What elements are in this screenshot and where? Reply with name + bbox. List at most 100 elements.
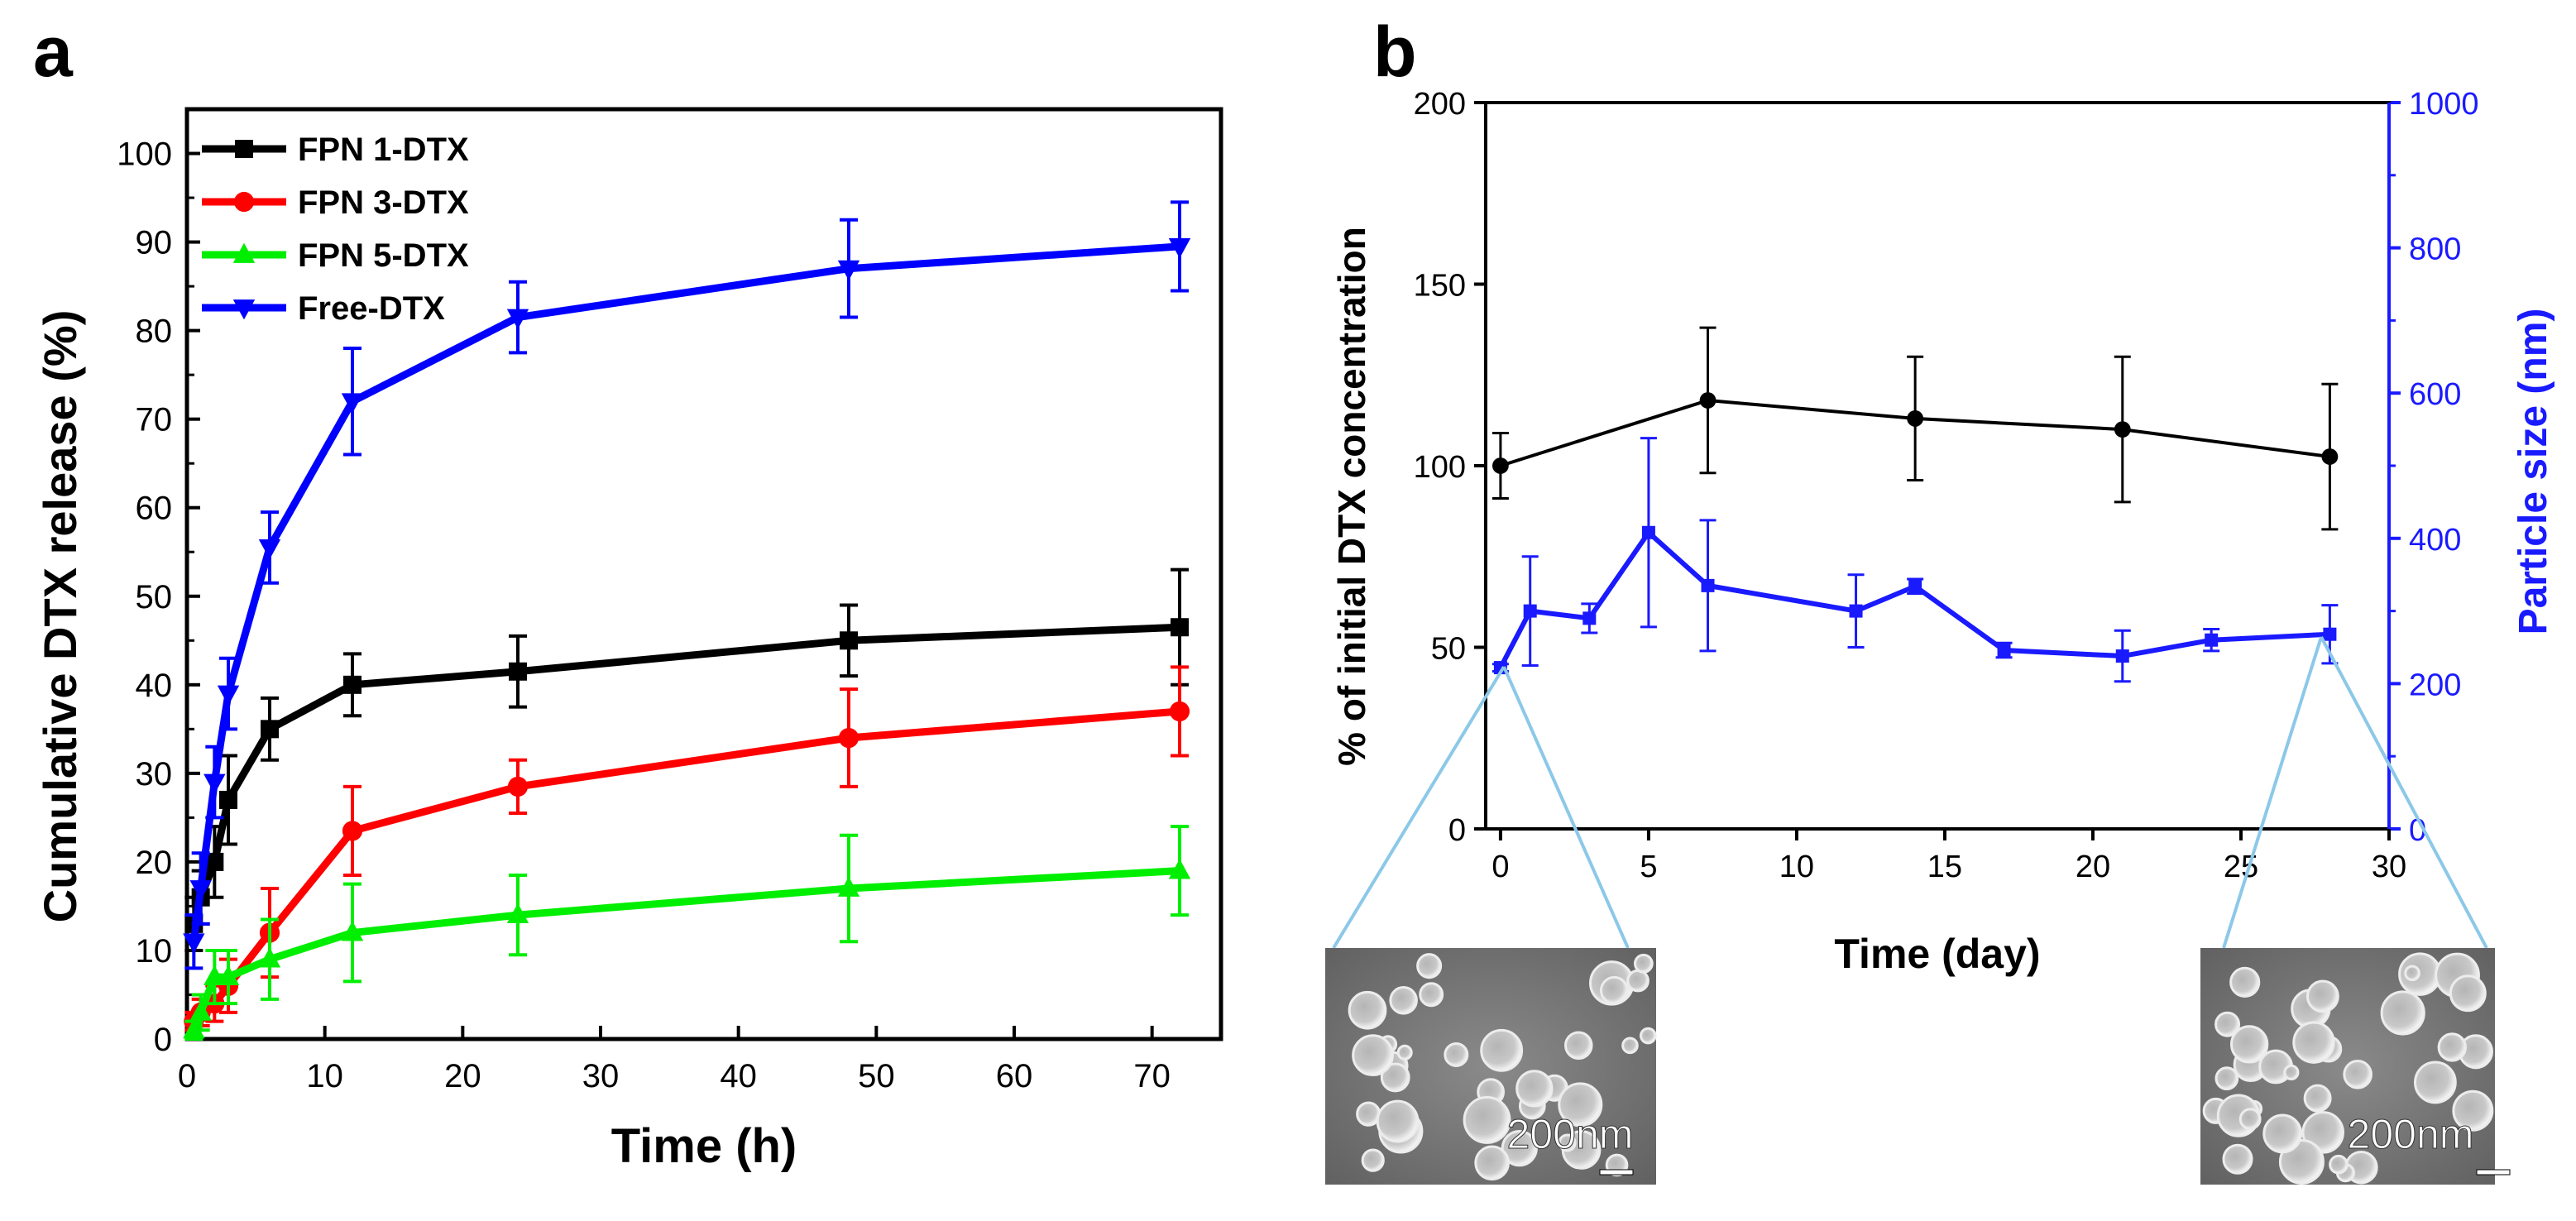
chart-a-point — [1171, 618, 1189, 637]
chart-a-point — [258, 947, 281, 968]
chart-a-point — [840, 631, 858, 650]
sem-particle — [1558, 1082, 1603, 1128]
sem-particle — [1474, 1145, 1510, 1181]
chart-b-x-tick-label: 30 — [2372, 850, 2406, 884]
chart-a-point — [1169, 701, 1190, 722]
sem-particle — [1416, 953, 1443, 979]
chart-a-x-tick-label: 40 — [720, 1058, 757, 1094]
chart-a-point — [258, 539, 281, 560]
sem-particle — [1376, 1099, 1420, 1143]
chart-a-x-tick-label: 20 — [444, 1058, 481, 1094]
chart-b-point — [2205, 633, 2219, 647]
chart-b-y2-tick-label: 600 — [2409, 377, 2461, 412]
chart-b-series-1 — [1491, 437, 2339, 683]
sem-image-day28: 200nm — [2200, 948, 2511, 1185]
chart-a-x-tick-label: 70 — [1133, 1058, 1171, 1094]
chart-a-series-line — [190, 867, 1180, 1032]
sem-particle — [2343, 1059, 2373, 1089]
chart-b-point — [1699, 392, 1717, 409]
sem-image-day0-scalebar — [1599, 1169, 1634, 1176]
sem-particle — [2238, 1108, 2262, 1131]
chart-a-point — [837, 260, 860, 280]
chart-a-y-tick-label: 40 — [136, 668, 173, 704]
chart-a-point — [189, 1000, 212, 1021]
chart-b-point — [2114, 421, 2131, 438]
chart-b-point — [1997, 644, 2011, 658]
panel-a-label: a — [33, 12, 74, 92]
sem-particle — [1396, 1044, 1413, 1061]
sem-particle — [2214, 1011, 2241, 1037]
chart-a-y-tick-label: 70 — [136, 402, 173, 438]
sem-particle — [1463, 1095, 1511, 1144]
chart-b-y-tick-label: 50 — [1431, 632, 1466, 667]
chart-a-x-tick-label: 60 — [996, 1058, 1033, 1094]
chart-a-point — [217, 685, 240, 706]
sem-particle — [1389, 986, 1418, 1015]
chart-a-legend-label: FPN 5-DTX — [298, 237, 469, 274]
chart-a-legend-marker — [235, 140, 253, 158]
chart-a-point — [261, 720, 279, 739]
chart-a-point — [341, 921, 364, 941]
chart-b-series-line — [1498, 529, 2330, 669]
sem-particle — [2283, 1064, 2300, 1081]
sem-image-day0-scale-label: 200nm — [1507, 1111, 1634, 1157]
chart-a-point — [205, 852, 224, 871]
chart-b-point — [2115, 649, 2129, 663]
chart-b-point — [1849, 604, 1863, 618]
chart-b-point — [1641, 525, 1655, 539]
chart-a-y-tick-label: 30 — [136, 756, 173, 792]
chart-a-x-tick-label: 10 — [306, 1058, 343, 1094]
chart-a-series — [183, 200, 1191, 1041]
sem-image-day28-scalebar — [2476, 1169, 2511, 1176]
chart-a-series-line — [190, 707, 1180, 1024]
chart-b-y-label: % of initial DTX concentration — [1330, 227, 1373, 766]
chart-b-point — [1908, 579, 1922, 593]
chart-a-legend-label: FPN 3-DTX — [298, 184, 469, 221]
chart-a-point — [343, 675, 362, 694]
sem-particle — [2303, 1084, 2332, 1113]
chart-b-x-tick-label: 0 — [1491, 850, 1509, 884]
sem-particle — [2214, 1066, 2239, 1091]
chart-b-y-tick-label: 200 — [1414, 87, 1466, 122]
chart-a-series-3 — [183, 200, 1191, 970]
chart-b-point — [1907, 410, 1924, 427]
chart-a-y-tick-label: 90 — [136, 225, 173, 261]
chart-b-x-tick-label: 5 — [1640, 850, 1657, 884]
chart-b-point — [1701, 578, 1715, 592]
chart-a-point — [1168, 859, 1191, 879]
chart-a-point — [837, 876, 860, 897]
sem-particle — [2292, 1021, 2335, 1064]
sem-particle — [2222, 1143, 2253, 1175]
chart-a-point — [219, 790, 237, 809]
sem-particle — [1621, 1037, 1639, 1055]
chart-b-point — [1523, 604, 1537, 618]
chart-b-y2-tick-label: 400 — [2409, 523, 2461, 558]
sem-particle — [1501, 1130, 1538, 1167]
chart-a-x-tick-label: 50 — [858, 1058, 895, 1094]
chart-a-legend-label: FPN 1-DTX — [298, 132, 469, 168]
chart-a-y-tick-label: 80 — [136, 314, 173, 350]
sem-image-day0: 200nm — [1325, 948, 1657, 1185]
chart-b-point — [1493, 661, 1507, 675]
sem-particle — [2229, 1025, 2269, 1064]
sem-connectors — [1332, 636, 2488, 950]
chart-a-legend-marker — [232, 242, 256, 263]
chart-a-legend-marker — [233, 191, 255, 213]
chart-a-legend-item: FPN 3-DTX — [202, 184, 469, 221]
sem-particle — [2380, 990, 2425, 1036]
chart-a-point — [1168, 238, 1191, 259]
sem-particle — [1352, 1034, 1394, 1077]
chart-a-legend-label: Free-DTX — [298, 290, 445, 327]
sem-particle — [1480, 1028, 1524, 1072]
chart-b-y2-tick-label: 800 — [2409, 232, 2461, 267]
chart-b-point — [2323, 627, 2337, 641]
chart-b-y-tick-label: 150 — [1414, 269, 1466, 304]
chart-a-point — [203, 965, 226, 985]
chart-b-y2-tick-label: 200 — [2409, 668, 2461, 702]
chart-a-legend-item: FPN 1-DTX — [202, 132, 469, 168]
chart-b-point — [2321, 448, 2339, 465]
chart-a-point — [506, 309, 529, 329]
chart-a-point — [183, 1018, 205, 1039]
chart-b-y2-label: Particle size (nm) — [2511, 309, 2555, 635]
